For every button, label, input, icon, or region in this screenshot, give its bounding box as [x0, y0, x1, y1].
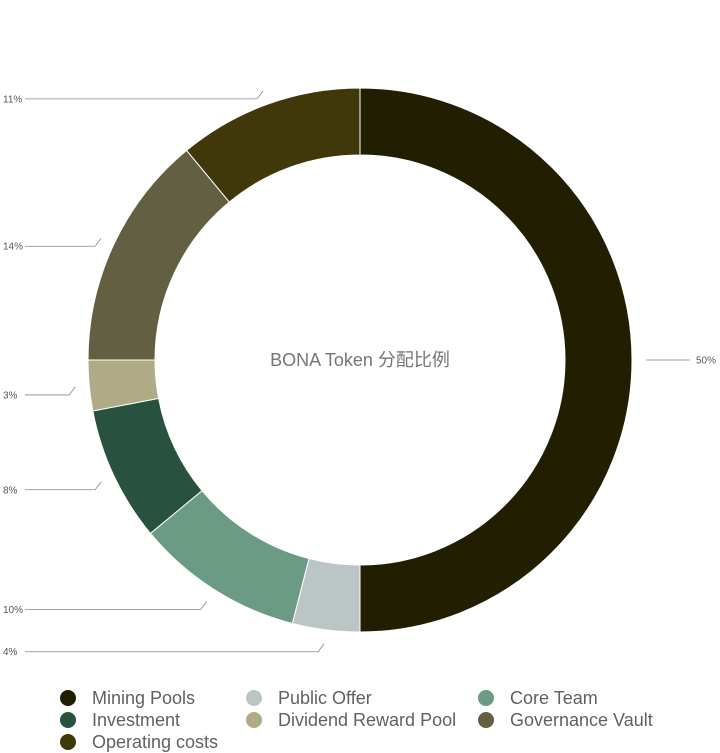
leader-line-operating-costs — [25, 90, 264, 100]
legend-item-core-team[interactable]: Core Team — [478, 688, 678, 708]
leader-line-public-offer — [25, 643, 325, 653]
leader-line-governance-vault — [25, 237, 102, 247]
legend-swatch — [60, 734, 76, 750]
legend-swatch — [60, 690, 76, 706]
leader-line-investment — [25, 481, 102, 491]
value-label-investment: 8% — [3, 485, 18, 496]
legend-label: Mining Pools — [92, 687, 196, 708]
legend-item-public-offer[interactable]: Public Offer — [246, 688, 478, 708]
legend-item-dividend-reward-pool[interactable]: Dividend Reward Pool — [246, 710, 478, 730]
legend-item-operating-costs[interactable]: Operating costs — [60, 732, 246, 752]
legend-swatch — [60, 712, 76, 728]
value-label-dividend-reward-pool: 3% — [3, 390, 18, 401]
legend-swatch — [246, 712, 262, 728]
legend-label: Dividend Reward Pool — [278, 709, 457, 730]
chart-legend: Mining Pools Public Offer Core Team Investm… — [60, 688, 710, 752]
value-label-governance-vault: 14% — [3, 242, 23, 253]
legend-item-investment[interactable]: Investment — [60, 710, 246, 730]
legend-label: Operating costs — [92, 731, 219, 752]
legend-label: Core Team — [510, 687, 598, 708]
value-labels: 50% 4% 10% 8% 3% 14% 11% — [3, 94, 716, 658]
legend-label: Public Offer — [278, 687, 372, 708]
slice-operating-costs — [185, 87, 361, 203]
value-label-core-team: 10% — [3, 605, 23, 616]
legend-swatch — [246, 690, 262, 706]
slice-governance-vault — [87, 149, 231, 361]
value-label-operating-costs: 11% — [3, 94, 22, 105]
legend-swatch — [478, 690, 494, 706]
leader-lines — [25, 90, 690, 653]
legend-label: Governance Vault — [510, 709, 653, 730]
slice-mining-pools — [359, 87, 633, 633]
leader-line-core-team — [25, 601, 208, 610]
value-label-mining-pools: 50% — [696, 356, 716, 367]
chart-title: BONA Token 分配比例 — [270, 350, 450, 370]
value-label-public-offer: 4% — [3, 647, 18, 658]
donut-slices — [87, 87, 633, 633]
legend-item-mining-pools[interactable]: Mining Pools — [60, 688, 246, 708]
legend-label: Investment — [92, 709, 181, 730]
legend-item-governance-vault[interactable]: Governance Vault — [478, 710, 678, 730]
leader-line-dividend-reward-pool — [25, 386, 76, 396]
legend-swatch — [478, 712, 494, 728]
